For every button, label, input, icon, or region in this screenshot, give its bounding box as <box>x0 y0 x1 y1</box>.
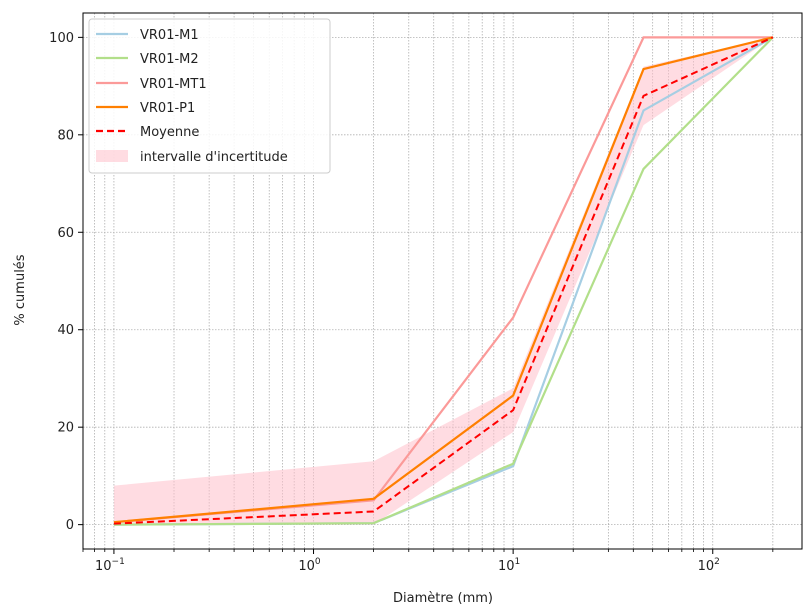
legend-label: VR01-M2 <box>140 52 199 67</box>
legend-label: intervalle d'incertitude <box>140 150 288 165</box>
y-tick-label: 40 <box>57 323 74 338</box>
legend-label: VR01-M1 <box>140 28 199 43</box>
y-tick-label: 20 <box>57 421 74 436</box>
y-tick-label: 80 <box>57 128 74 143</box>
x-tick-label: 102 <box>698 557 720 574</box>
series-line-vr01-m2 <box>113 36 774 526</box>
y-tick-label: 100 <box>49 31 74 46</box>
y-axis-label: % cumulés <box>13 254 28 325</box>
x-tick-label: 100 <box>298 557 321 574</box>
legend: VR01-M1 VR01-M2 VR01-MT1 VR01-P1 Moyenne inte… <box>88 18 331 174</box>
series-lines <box>113 36 774 526</box>
x-tick-label: 101 <box>498 557 520 574</box>
series-line-moyenne <box>113 36 774 525</box>
series-line-vr01-p1 <box>113 36 774 524</box>
y-axis-ticks: 0 20 40 60 80 100 <box>49 31 83 533</box>
legend-box <box>88 18 331 174</box>
legend-band-swatch <box>96 150 128 162</box>
legend-label: Moyenne <box>140 125 199 140</box>
y-tick-label: 0 <box>66 518 74 533</box>
grid <box>82 13 802 549</box>
y-tick-label: 60 <box>57 226 74 241</box>
legend-label: VR01-P1 <box>140 101 195 116</box>
x-axis-label: Diamètre (mm) <box>393 591 493 606</box>
x-tick-label: 10−1 <box>95 557 125 574</box>
legend-label: VR01-MT1 <box>140 77 207 92</box>
plot-frame <box>82 12 803 550</box>
x-axis-ticks: 10−1 100 101 102 <box>82 549 774 574</box>
